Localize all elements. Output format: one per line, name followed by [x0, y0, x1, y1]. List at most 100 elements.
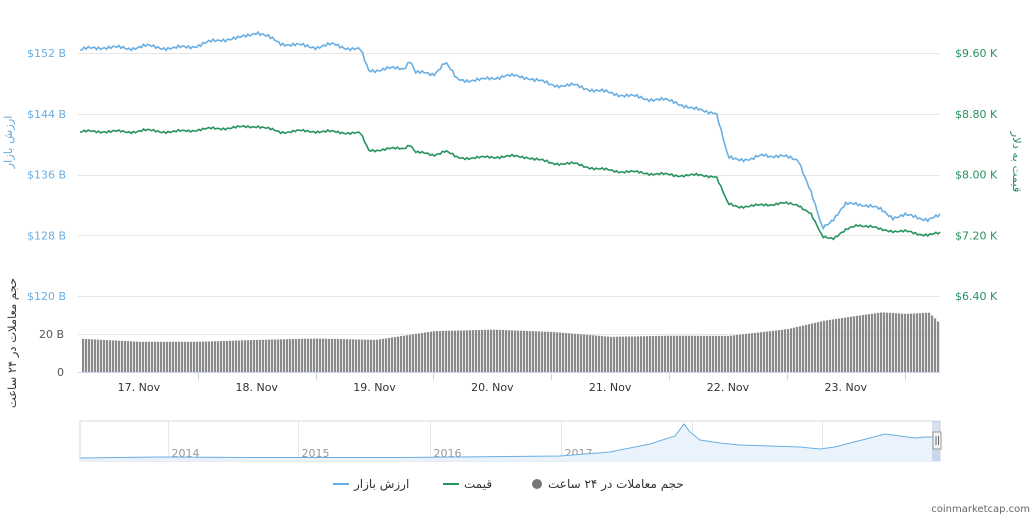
x-tick-label: 19. Nov — [353, 381, 396, 394]
volume-bar — [220, 341, 223, 372]
volume-bar — [763, 331, 766, 372]
volume-bar — [742, 334, 745, 372]
volume-bar — [847, 317, 850, 372]
volume-bar — [877, 312, 880, 372]
volume-bar — [832, 319, 835, 372]
volume-bar — [361, 339, 364, 372]
volume-bar — [622, 336, 625, 372]
volume-bar — [439, 331, 442, 372]
volume-bar — [211, 341, 214, 372]
volume-bar — [457, 330, 460, 372]
volume-axis-label: حجم معاملات در ۲۴ ساعت — [5, 278, 20, 408]
volume-bar — [910, 313, 913, 372]
volume-bar — [253, 340, 256, 372]
volume-bar — [151, 341, 154, 372]
volume-bar — [811, 323, 814, 372]
volume-bar — [235, 340, 238, 372]
volume-bar — [613, 336, 616, 372]
volume-bar — [925, 312, 928, 372]
volume-bar — [751, 333, 754, 372]
volume-bar — [553, 332, 556, 372]
volume-bar — [91, 339, 94, 372]
volume-bar — [523, 330, 526, 372]
volume-bar — [145, 341, 148, 372]
volume-bar — [337, 339, 340, 372]
volume-bar — [193, 341, 196, 372]
volume-bar — [223, 340, 226, 372]
legend-item-market-cap[interactable]: ارزش بازار — [333, 477, 409, 492]
volume-bar — [661, 335, 664, 372]
volume-bar — [328, 338, 331, 372]
volume-bar — [805, 324, 808, 372]
volume-bar — [697, 335, 700, 372]
volume-bar — [340, 339, 343, 372]
navigator-area — [80, 424, 940, 461]
volume-bar — [349, 339, 352, 372]
volume-bar — [499, 329, 502, 372]
price-tick-label: $9.60 K — [955, 47, 998, 60]
volume-bar — [862, 315, 865, 372]
legend-item-volume[interactable]: حجم معاملات در ۲۴ ساعت — [532, 477, 684, 492]
volume-bar — [541, 331, 544, 372]
volume-bar — [256, 339, 259, 372]
volume-bar — [313, 338, 316, 372]
legend-item-price[interactable]: قیمت — [443, 477, 492, 491]
volume-bar — [175, 341, 178, 372]
volume-bar — [532, 331, 535, 372]
volume-bar — [616, 336, 619, 372]
volume-bars — [82, 312, 940, 372]
price-axis-label: قیمت به دلار — [1009, 131, 1024, 193]
volume-bar — [514, 330, 517, 372]
volume-bar — [391, 337, 394, 372]
volume-bar — [676, 335, 679, 372]
price-tick-label: $8.80 K — [955, 108, 998, 121]
volume-bar — [709, 335, 712, 372]
volume-bar — [139, 341, 142, 372]
volume-bar — [310, 338, 313, 372]
volume-bar — [880, 312, 883, 372]
volume-bar — [466, 330, 469, 372]
volume-bar — [721, 335, 724, 372]
x-tick-label: 17. Nov — [118, 381, 161, 394]
market-cap-axis-label: ارزش بازار — [1, 115, 16, 169]
volume-bar — [463, 330, 466, 372]
navigator[interactable]: 201420152016201720182019 — [79, 420, 942, 462]
volume-bar — [304, 338, 307, 372]
volume-bar — [109, 340, 112, 372]
volume-bar — [319, 338, 322, 372]
volume-bar — [727, 335, 730, 372]
volume-bar — [637, 336, 640, 372]
volume-bar — [454, 330, 457, 372]
volume-bar — [859, 315, 862, 372]
volume-bar — [295, 339, 298, 372]
volume-bar — [187, 341, 190, 372]
volume-bar — [850, 316, 853, 372]
volume-bar — [760, 332, 763, 372]
volume-bar — [934, 318, 937, 372]
volume-bar — [460, 330, 463, 372]
volume-axis-ticks: 20 B 0 — [39, 328, 64, 379]
volume-bar — [772, 330, 775, 372]
navigator-handle[interactable] — [932, 431, 942, 450]
volume-bar — [424, 332, 427, 372]
x-tick-label: 20. Nov — [471, 381, 514, 394]
volume-bar — [247, 340, 250, 372]
x-tick-label: 21. Nov — [589, 381, 632, 394]
volume-bar — [202, 341, 205, 372]
volume-bar — [262, 339, 265, 372]
volume-bar — [325, 338, 328, 372]
volume-bar — [628, 336, 631, 372]
volume-bar — [787, 329, 790, 372]
credit-link[interactable]: coinmarketcap.com — [931, 504, 1030, 515]
volume-bar — [433, 331, 436, 372]
volume-bar — [106, 340, 109, 372]
volume-bar — [196, 341, 199, 372]
market-cap-tick-label: $144 B — [27, 108, 66, 121]
volume-bar — [757, 332, 760, 372]
volume-bar — [229, 340, 232, 372]
volume-bar — [724, 335, 727, 372]
volume-bar — [913, 313, 916, 372]
price-axis-ticks: $9.60 K $8.80 K $8.00 K $7.20 K $6.40 K — [955, 47, 998, 303]
volume-bar — [172, 341, 175, 372]
volume-bar — [664, 335, 667, 372]
